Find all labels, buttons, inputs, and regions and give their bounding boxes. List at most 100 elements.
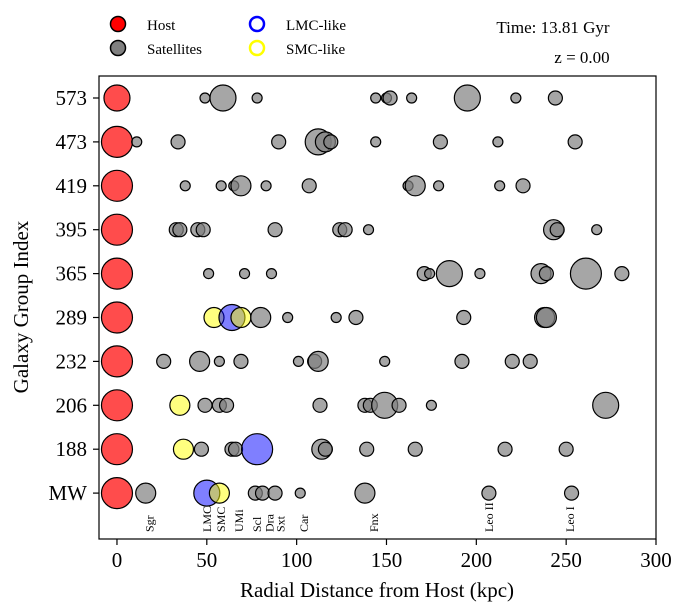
point-satellite-232-43 [379,355,391,367]
mw-label-dra: Dra [263,513,277,532]
point-host-395-70 [100,213,134,246]
point-satellite-232-46 [522,353,538,369]
mw-label-smc: SMC [214,507,228,532]
point-satellite-419-87 [260,180,272,192]
point-satellite-365-63 [424,268,436,280]
point-satellite-573-109 [370,92,382,104]
point-host-206-23 [100,389,134,422]
point-satellite-206-33 [425,399,438,411]
point-host-188-11 [100,433,134,466]
point-smc-mw-3 [208,482,230,504]
x-tick-label-200: 200 [461,548,493,572]
x-tick-label-0: 0 [112,548,123,572]
point-satellite-232-45 [504,353,520,369]
time-label: Time: 13.81 Gyr [496,18,610,37]
point-satellite-395-77 [337,222,353,238]
point-satellite-206-32 [391,397,407,413]
point-host-573-105 [103,84,131,112]
y-tick-label-395: 395 [56,218,88,242]
point-satellite-206-27 [218,397,235,413]
point-satellite-473-101 [370,136,382,148]
point-satellite-395-72 [172,222,188,238]
mw-label-lmc: LMC [200,506,214,532]
mw-label-leo-i: Leo I [563,506,577,532]
point-host-419-82 [100,169,134,202]
point-satellite-573-115 [547,90,563,106]
mw-label-sxt: Sxt [273,515,287,532]
point-satellite-365-69 [614,266,630,282]
point-satellite-206-25 [197,397,213,413]
point-satellite-573-107 [209,84,237,112]
point-satellite-mw-7 [294,487,306,499]
point-lmc-188-16 [241,433,274,466]
point-satellite-289-53 [330,311,342,324]
plot-frame [98,75,657,540]
mw-label-fnx: Fnx [367,513,381,532]
y-tick-label-232: 232 [56,349,88,373]
mw-label-scl: Scl [250,516,264,532]
point-satellite-573-114 [510,92,522,104]
point-satellite-395-78 [362,224,375,236]
point-satellite-419-84 [215,180,227,192]
point-host-232-35 [100,345,134,378]
point-satellite-188-15 [227,441,244,457]
y-axis-label: Galaxy Group Index [9,220,33,393]
point-satellite-188-20 [407,441,423,457]
data-points [100,84,630,510]
point-satellite-289-54 [348,309,364,326]
point-satellite-365-60 [238,268,251,280]
y-tick-label-419: 419 [56,174,88,198]
point-satellite-mw-10 [563,485,580,501]
point-smc-206-24 [169,394,191,416]
point-satellite-573-106 [199,92,211,104]
x-tick-label-300: 300 [640,548,672,572]
point-satellite-365-65 [474,268,486,280]
point-satellite-232-42 [307,350,329,372]
point-satellite-419-86 [230,175,252,197]
point-satellite-232-40 [292,355,305,367]
y-axis-ticks: MW 188 206 232 289 365 395 419 473 573 [49,86,99,505]
y-tick-label-473: 473 [56,130,88,154]
x-axis-label: Radial Distance from Host (kpc) [240,578,514,602]
mw-label-leo-ii: Leo II [482,502,496,532]
point-satellite-419-93 [515,178,531,194]
y-tick-label-573: 573 [56,86,88,110]
point-satellite-395-81 [591,224,603,236]
legend-satellites-label: Satellites [147,42,202,58]
y-tick-label-mw: MW [49,481,88,505]
mw-label-car: Car [297,515,311,532]
legend-lmc-marker [248,15,266,33]
point-satellite-573-112 [406,92,418,104]
point-host-473-94 [100,125,134,158]
point-satellite-395-74 [195,222,211,238]
point-satellite-289-51 [250,306,272,329]
y-tick-label-188: 188 [56,437,88,461]
point-satellite-mw-6 [267,485,283,501]
point-satellite-232-36 [156,353,172,369]
y-tick-label-289: 289 [56,306,88,330]
point-smc-289-50 [230,306,252,329]
point-satellite-289-52 [282,311,294,324]
point-satellite-188-13 [193,441,210,457]
point-satellite-365-59 [203,268,215,280]
redshift-label: z = 0.00 [554,48,609,67]
point-satellite-232-44 [454,353,470,369]
point-satellite-232-38 [213,355,225,367]
point-satellite-232-37 [189,350,211,372]
point-satellite-395-75 [267,222,283,238]
mw-label-sgr: Sgr [142,515,156,532]
legend: Host Satellites LMC-like SMC-like [109,15,346,58]
legend-smc-label: SMC-like [286,42,346,58]
point-satellite-573-108 [251,92,263,104]
point-satellite-188-19 [359,441,375,457]
point-satellite-mw-9 [481,485,497,501]
point-host-289-47 [100,301,134,334]
point-satellite-188-22 [558,441,574,457]
point-satellite-473-104 [567,134,583,150]
point-satellite-232-39 [233,353,249,369]
x-tick-label-100: 100 [281,548,313,572]
point-satellite-188-21 [497,441,513,457]
point-smc-188-12 [172,438,195,460]
point-satellite-573-113 [453,84,481,112]
plot-area [99,76,656,539]
